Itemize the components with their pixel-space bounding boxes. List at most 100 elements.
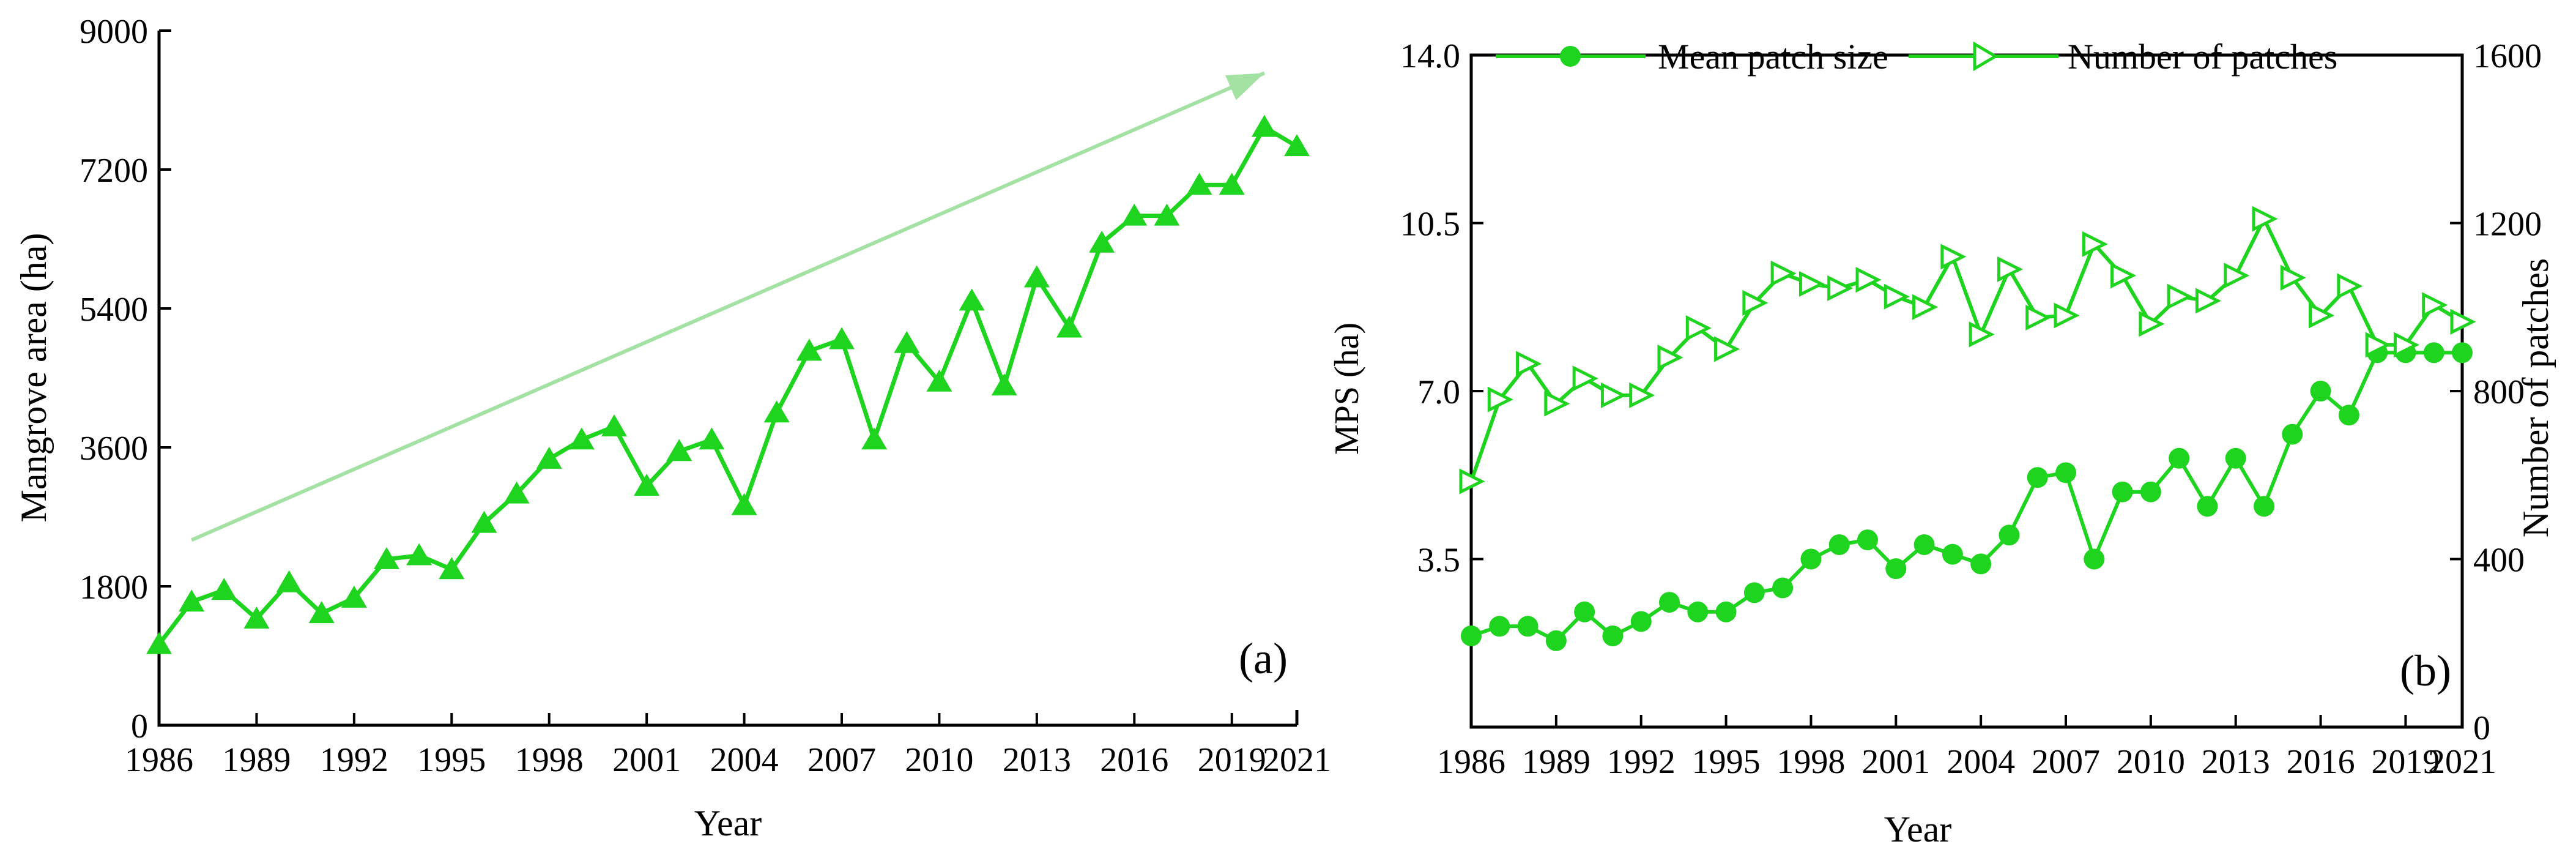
panel-a-x-tick-label: 2004 bbox=[710, 741, 779, 779]
data-point-mangrove-area-2012 bbox=[991, 373, 1017, 396]
data-point-mean-patch-size-1998 bbox=[1800, 548, 1822, 570]
series-line-number-of-patches bbox=[1469, 217, 2463, 482]
data-point-mean-patch-size-2006 bbox=[2027, 467, 2048, 488]
panel-b-x-tick-label: 2001 bbox=[1861, 743, 1930, 781]
data-point-mean-patch-size-2009 bbox=[2112, 481, 2133, 502]
data-point-number-of-patches-2002 bbox=[1912, 294, 1939, 320]
data-point-mangrove-area-1986 bbox=[146, 632, 172, 654]
data-point-number-of-patches-2010 bbox=[2139, 311, 2165, 337]
data-point-number-of-patches-2012 bbox=[2195, 288, 2222, 314]
panel-b-y-tick-label-right: 1200 bbox=[2473, 206, 2542, 244]
panel-b-y-tick-label-right: 800 bbox=[2473, 373, 2525, 411]
legend-label-number-of-patches: Number of patches bbox=[2068, 37, 2337, 77]
data-point-mean-patch-size-2017 bbox=[2338, 405, 2359, 426]
panel-b-ylabel-left: MPS (ha) bbox=[1328, 323, 1366, 455]
panel-a-y-tick-label: 5400 bbox=[80, 291, 148, 329]
data-point-mangrove-area-2008 bbox=[861, 427, 888, 450]
data-point-mangrove-area-2000 bbox=[601, 414, 627, 436]
panel-b-x-ticks: 1986 1989 1992 1995 1998 2001 2004 2007 2010 2013… bbox=[1437, 715, 2496, 781]
data-point-mangrove-area-2005 bbox=[763, 400, 790, 423]
panel-b-label: (b) bbox=[2400, 646, 2451, 695]
panel-a-x-tick-label: 2021 bbox=[1263, 741, 1331, 779]
data-point-mean-patch-size-2004 bbox=[1970, 553, 1992, 575]
panel-a-x-tick-label: 1989 bbox=[222, 741, 291, 779]
panel-a-series bbox=[146, 114, 1310, 654]
data-point-number-of-patches-2003 bbox=[1940, 244, 1967, 270]
legend-marker-mean-patch-size bbox=[1560, 46, 1581, 67]
data-point-number-of-patches-2019 bbox=[2393, 332, 2420, 358]
data-point-mangrove-area-2006 bbox=[796, 338, 822, 361]
panel-a-trend-arrow bbox=[190, 71, 1266, 542]
data-point-number-of-patches-1994 bbox=[1685, 315, 1712, 342]
data-point-mean-patch-size-1996 bbox=[1743, 582, 1765, 603]
data-point-mangrove-area-1991 bbox=[308, 601, 335, 624]
data-point-mangrove-area-2011 bbox=[959, 288, 985, 311]
data-point-mangrove-area-2015 bbox=[1089, 230, 1115, 253]
panel-b-x-tick-label: 1989 bbox=[1522, 743, 1591, 781]
data-point-number-of-patches-2001 bbox=[1884, 283, 1910, 310]
panel-b-y-ticks-right: 0 400 800 1200 1600 bbox=[2450, 37, 2542, 747]
panel-b-x-tick-label: 1986 bbox=[1437, 743, 1505, 781]
panel-b-x-tick-label: 2004 bbox=[1947, 743, 2015, 781]
panel-b-y-tick-label-right: 0 bbox=[2473, 709, 2490, 747]
panel-b-x-tick-label: 2010 bbox=[2117, 743, 2185, 781]
data-point-mangrove-area-1996 bbox=[471, 510, 497, 533]
data-point-mean-patch-size-1989 bbox=[1545, 630, 1567, 651]
data-point-mangrove-area-1994 bbox=[406, 543, 432, 566]
panel-b-x-tick-label: 2021 bbox=[2428, 743, 2496, 781]
data-point-number-of-patches-1991 bbox=[1600, 382, 1627, 408]
data-point-mean-patch-size-1986 bbox=[1461, 625, 1482, 646]
panel-b-x-tick-label: 2016 bbox=[2287, 743, 2355, 781]
data-point-number-of-patches-1992 bbox=[1629, 382, 1655, 408]
panel-b-x-tick-label: 2007 bbox=[2032, 743, 2100, 781]
panel-b-legend: Mean patch size Number of patches bbox=[1496, 37, 2337, 77]
panel-b-x-tick-label: 1992 bbox=[1607, 743, 1676, 781]
panel-a-y-tick-label: 3600 bbox=[80, 430, 148, 468]
data-point-number-of-patches-2006 bbox=[2025, 304, 2052, 330]
data-point-mean-patch-size-1987 bbox=[1489, 616, 1510, 637]
data-point-mean-patch-size-2021 bbox=[2452, 342, 2473, 364]
panel-b-x-tick-label: 2019 bbox=[2371, 743, 2440, 781]
panel-b-y-tick-label-left: 14.0 bbox=[1400, 37, 1460, 75]
data-point-mean-patch-size-1997 bbox=[1772, 577, 1794, 599]
data-point-mean-patch-size-2008 bbox=[2084, 548, 2105, 570]
panel-a: Mangrove area (ha) Year (a) 1986 1989 1992… bbox=[13, 13, 1331, 843]
data-point-mean-patch-size-2000 bbox=[1857, 529, 1878, 551]
panel-b-y-tick-label-right: 1600 bbox=[2473, 37, 2542, 75]
panel-b-y-tick-label-right: 400 bbox=[2473, 542, 2525, 580]
data-point-mangrove-area-2017 bbox=[1154, 203, 1180, 226]
data-point-number-of-patches-2009 bbox=[2110, 263, 2137, 289]
data-point-number-of-patches-1990 bbox=[1572, 365, 1598, 392]
panel-a-x-tick-label: 1986 bbox=[125, 741, 193, 779]
data-point-number-of-patches-2004 bbox=[1969, 321, 1995, 348]
data-point-mangrove-area-2018 bbox=[1186, 173, 1212, 195]
data-point-number-of-patches-2000 bbox=[1855, 267, 1882, 293]
data-point-mangrove-area-2004 bbox=[731, 493, 757, 515]
panel-b-x-tick-label: 1998 bbox=[1776, 743, 1845, 781]
panel-b: MPS (ha) Number of patches Year (b) 1986… bbox=[1328, 37, 2556, 849]
data-point-mangrove-area-2007 bbox=[829, 327, 855, 349]
panel-a-x-tick-label: 1992 bbox=[320, 741, 388, 779]
data-point-number-of-patches-2014 bbox=[2252, 206, 2278, 232]
data-point-number-of-patches-1989 bbox=[1544, 390, 1570, 417]
data-point-mangrove-area-2021 bbox=[1284, 134, 1310, 157]
data-point-mean-patch-size-2007 bbox=[2055, 462, 2076, 484]
data-point-mangrove-area-1988 bbox=[211, 578, 237, 600]
panel-a-x-tick-label: 2016 bbox=[1100, 741, 1168, 779]
data-point-number-of-patches-1996 bbox=[1742, 289, 1769, 316]
data-point-mean-patch-size-2016 bbox=[2310, 381, 2331, 401]
data-point-number-of-patches-2017 bbox=[2337, 273, 2363, 299]
data-point-mean-patch-size-2003 bbox=[1942, 543, 1963, 565]
data-point-mean-patch-size-1990 bbox=[1574, 601, 1595, 622]
panel-a-x-tick-label: 2001 bbox=[612, 741, 681, 779]
legend-label-mean-patch-size: Mean patch size bbox=[1658, 37, 1888, 77]
panel-a-x-tick-label: 1998 bbox=[515, 741, 584, 779]
panel-a-xlabel: Year bbox=[694, 803, 762, 843]
data-point-mangrove-area-1990 bbox=[276, 570, 302, 592]
data-point-mean-patch-size-2012 bbox=[2197, 496, 2218, 517]
data-point-mangrove-area-2019 bbox=[1219, 173, 1245, 195]
data-point-mean-patch-size-2001 bbox=[1885, 558, 1907, 580]
data-point-mangrove-area-1993 bbox=[374, 547, 399, 569]
panel-b-xlabel: Year bbox=[1884, 809, 1952, 849]
